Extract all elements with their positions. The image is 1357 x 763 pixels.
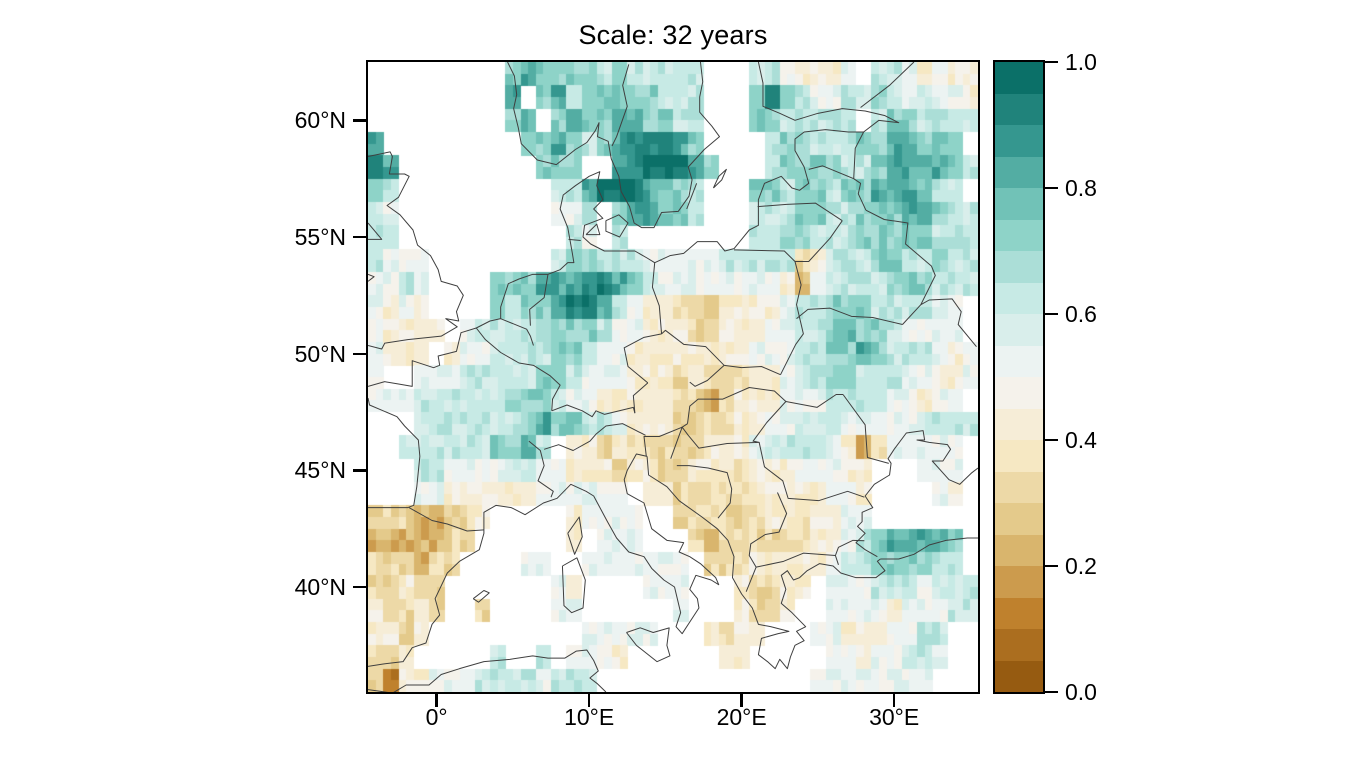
coastlines-borders-svg bbox=[368, 62, 978, 692]
colorbar-tick-mark bbox=[1045, 565, 1058, 568]
chart-title: Scale: 32 years bbox=[578, 20, 768, 50]
colorbar-band bbox=[995, 314, 1043, 346]
colorbar-tick-label: 0.8 bbox=[1065, 175, 1097, 201]
colorbar-band bbox=[995, 471, 1043, 503]
colorbar-band bbox=[995, 377, 1043, 409]
y-tick-mark bbox=[353, 586, 368, 589]
colorbar-tick-mark bbox=[1045, 313, 1058, 316]
colorbar-tick-mark bbox=[1045, 61, 1058, 64]
colorbar-tick-mark bbox=[1045, 439, 1058, 442]
y-tick-mark bbox=[353, 236, 368, 239]
colorbar-tick-label: 0.0 bbox=[1065, 679, 1097, 705]
y-tick-mark bbox=[353, 469, 368, 472]
y-tick-label: 40°N bbox=[294, 574, 346, 600]
colorbar-band bbox=[995, 188, 1043, 220]
heatmap-canvas bbox=[368, 62, 978, 692]
colorbar bbox=[993, 60, 1045, 694]
map-plot bbox=[366, 60, 980, 694]
y-tick-label: 55°N bbox=[294, 224, 346, 250]
colorbar-tick-label: 0.6 bbox=[1065, 301, 1097, 327]
colorbar-tick-mark bbox=[1045, 187, 1058, 190]
x-tick-label: 10°E bbox=[564, 704, 615, 730]
colorbar-band bbox=[995, 440, 1043, 472]
y-tick-mark bbox=[353, 352, 368, 356]
colorbar-band bbox=[995, 93, 1043, 125]
colorbar-band bbox=[995, 597, 1043, 629]
colorbar-band bbox=[995, 219, 1043, 251]
colorbar-band bbox=[995, 629, 1043, 661]
colorbar-band bbox=[995, 251, 1043, 283]
colorbar-band bbox=[995, 660, 1043, 692]
colorbar-tick-label: 0.2 bbox=[1065, 553, 1097, 579]
colorbar-band bbox=[995, 125, 1043, 157]
x-tick-label: 20°E bbox=[716, 704, 767, 730]
colorbar-band bbox=[995, 282, 1043, 314]
colorbar-band bbox=[995, 345, 1043, 377]
y-tick-label: 50°N bbox=[294, 340, 346, 367]
colorbar-band bbox=[995, 62, 1043, 94]
colorbar-band bbox=[995, 566, 1043, 598]
x-tick-label: 0° bbox=[425, 704, 448, 730]
x-tick-label: 30°E bbox=[869, 704, 920, 730]
colorbar-band bbox=[995, 534, 1043, 566]
y-tick-mark bbox=[353, 119, 368, 122]
x-tick-mark bbox=[435, 692, 438, 707]
colorbar-band bbox=[995, 408, 1043, 440]
y-tick-label: 45°N bbox=[294, 457, 346, 484]
x-tick-mark bbox=[587, 692, 591, 707]
colorbar-tick-label: 1.0 bbox=[1065, 49, 1097, 75]
colorbar-band bbox=[995, 503, 1043, 535]
x-tick-mark bbox=[892, 692, 896, 707]
colorbar-band bbox=[995, 156, 1043, 188]
x-tick-mark bbox=[740, 692, 743, 707]
colorbar-tick-mark bbox=[1045, 691, 1058, 694]
colorbar-tick-label: 0.4 bbox=[1065, 427, 1097, 453]
y-tick-label: 60°N bbox=[294, 107, 346, 134]
